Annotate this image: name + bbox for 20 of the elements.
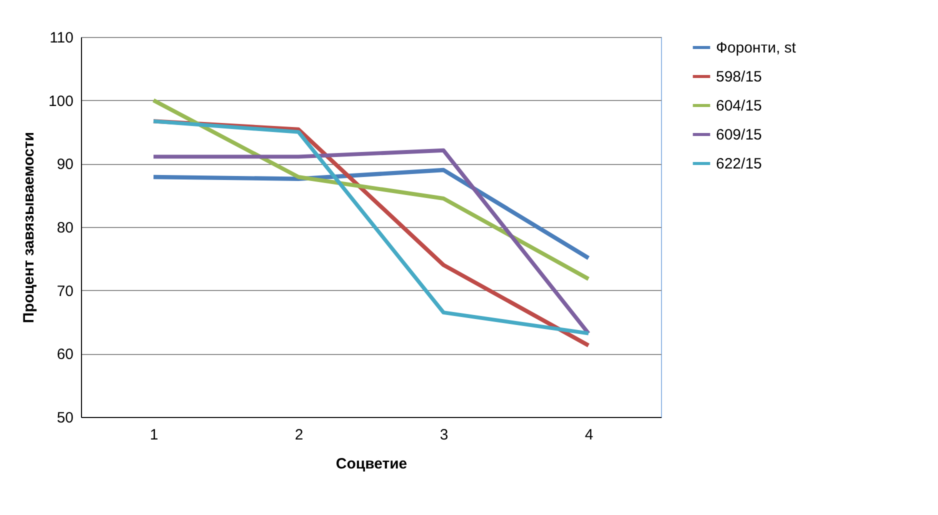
y-tick-label: 110 (50, 30, 74, 46)
y-tick-label: 50 (56, 410, 74, 426)
line-series (151, 168, 591, 260)
y-tick-label: 100 (48, 92, 74, 110)
y-axis-title: Процент завязываемости (20, 132, 38, 324)
x-tick-label: 1 (150, 426, 158, 444)
y-tick-label: 70 (56, 282, 74, 300)
line-series (151, 98, 591, 281)
x-axis-title: Соцветие (336, 456, 408, 472)
y-tick-label: 90 (56, 156, 74, 174)
legend-label: 609/15 (716, 126, 762, 144)
x-tick-label: 3 (440, 426, 448, 444)
legend-label: Форонти, st (716, 40, 797, 56)
legend-label: 622/15 (716, 156, 762, 172)
legend-label: 598/15 (716, 68, 762, 86)
x-tick-label: 4 (584, 426, 594, 444)
legend-label: 604/15 (716, 98, 762, 114)
x-tick-label: 2 (294, 426, 304, 444)
y-tick-label: 80 (56, 220, 74, 236)
y-tick-label: 60 (56, 346, 74, 364)
